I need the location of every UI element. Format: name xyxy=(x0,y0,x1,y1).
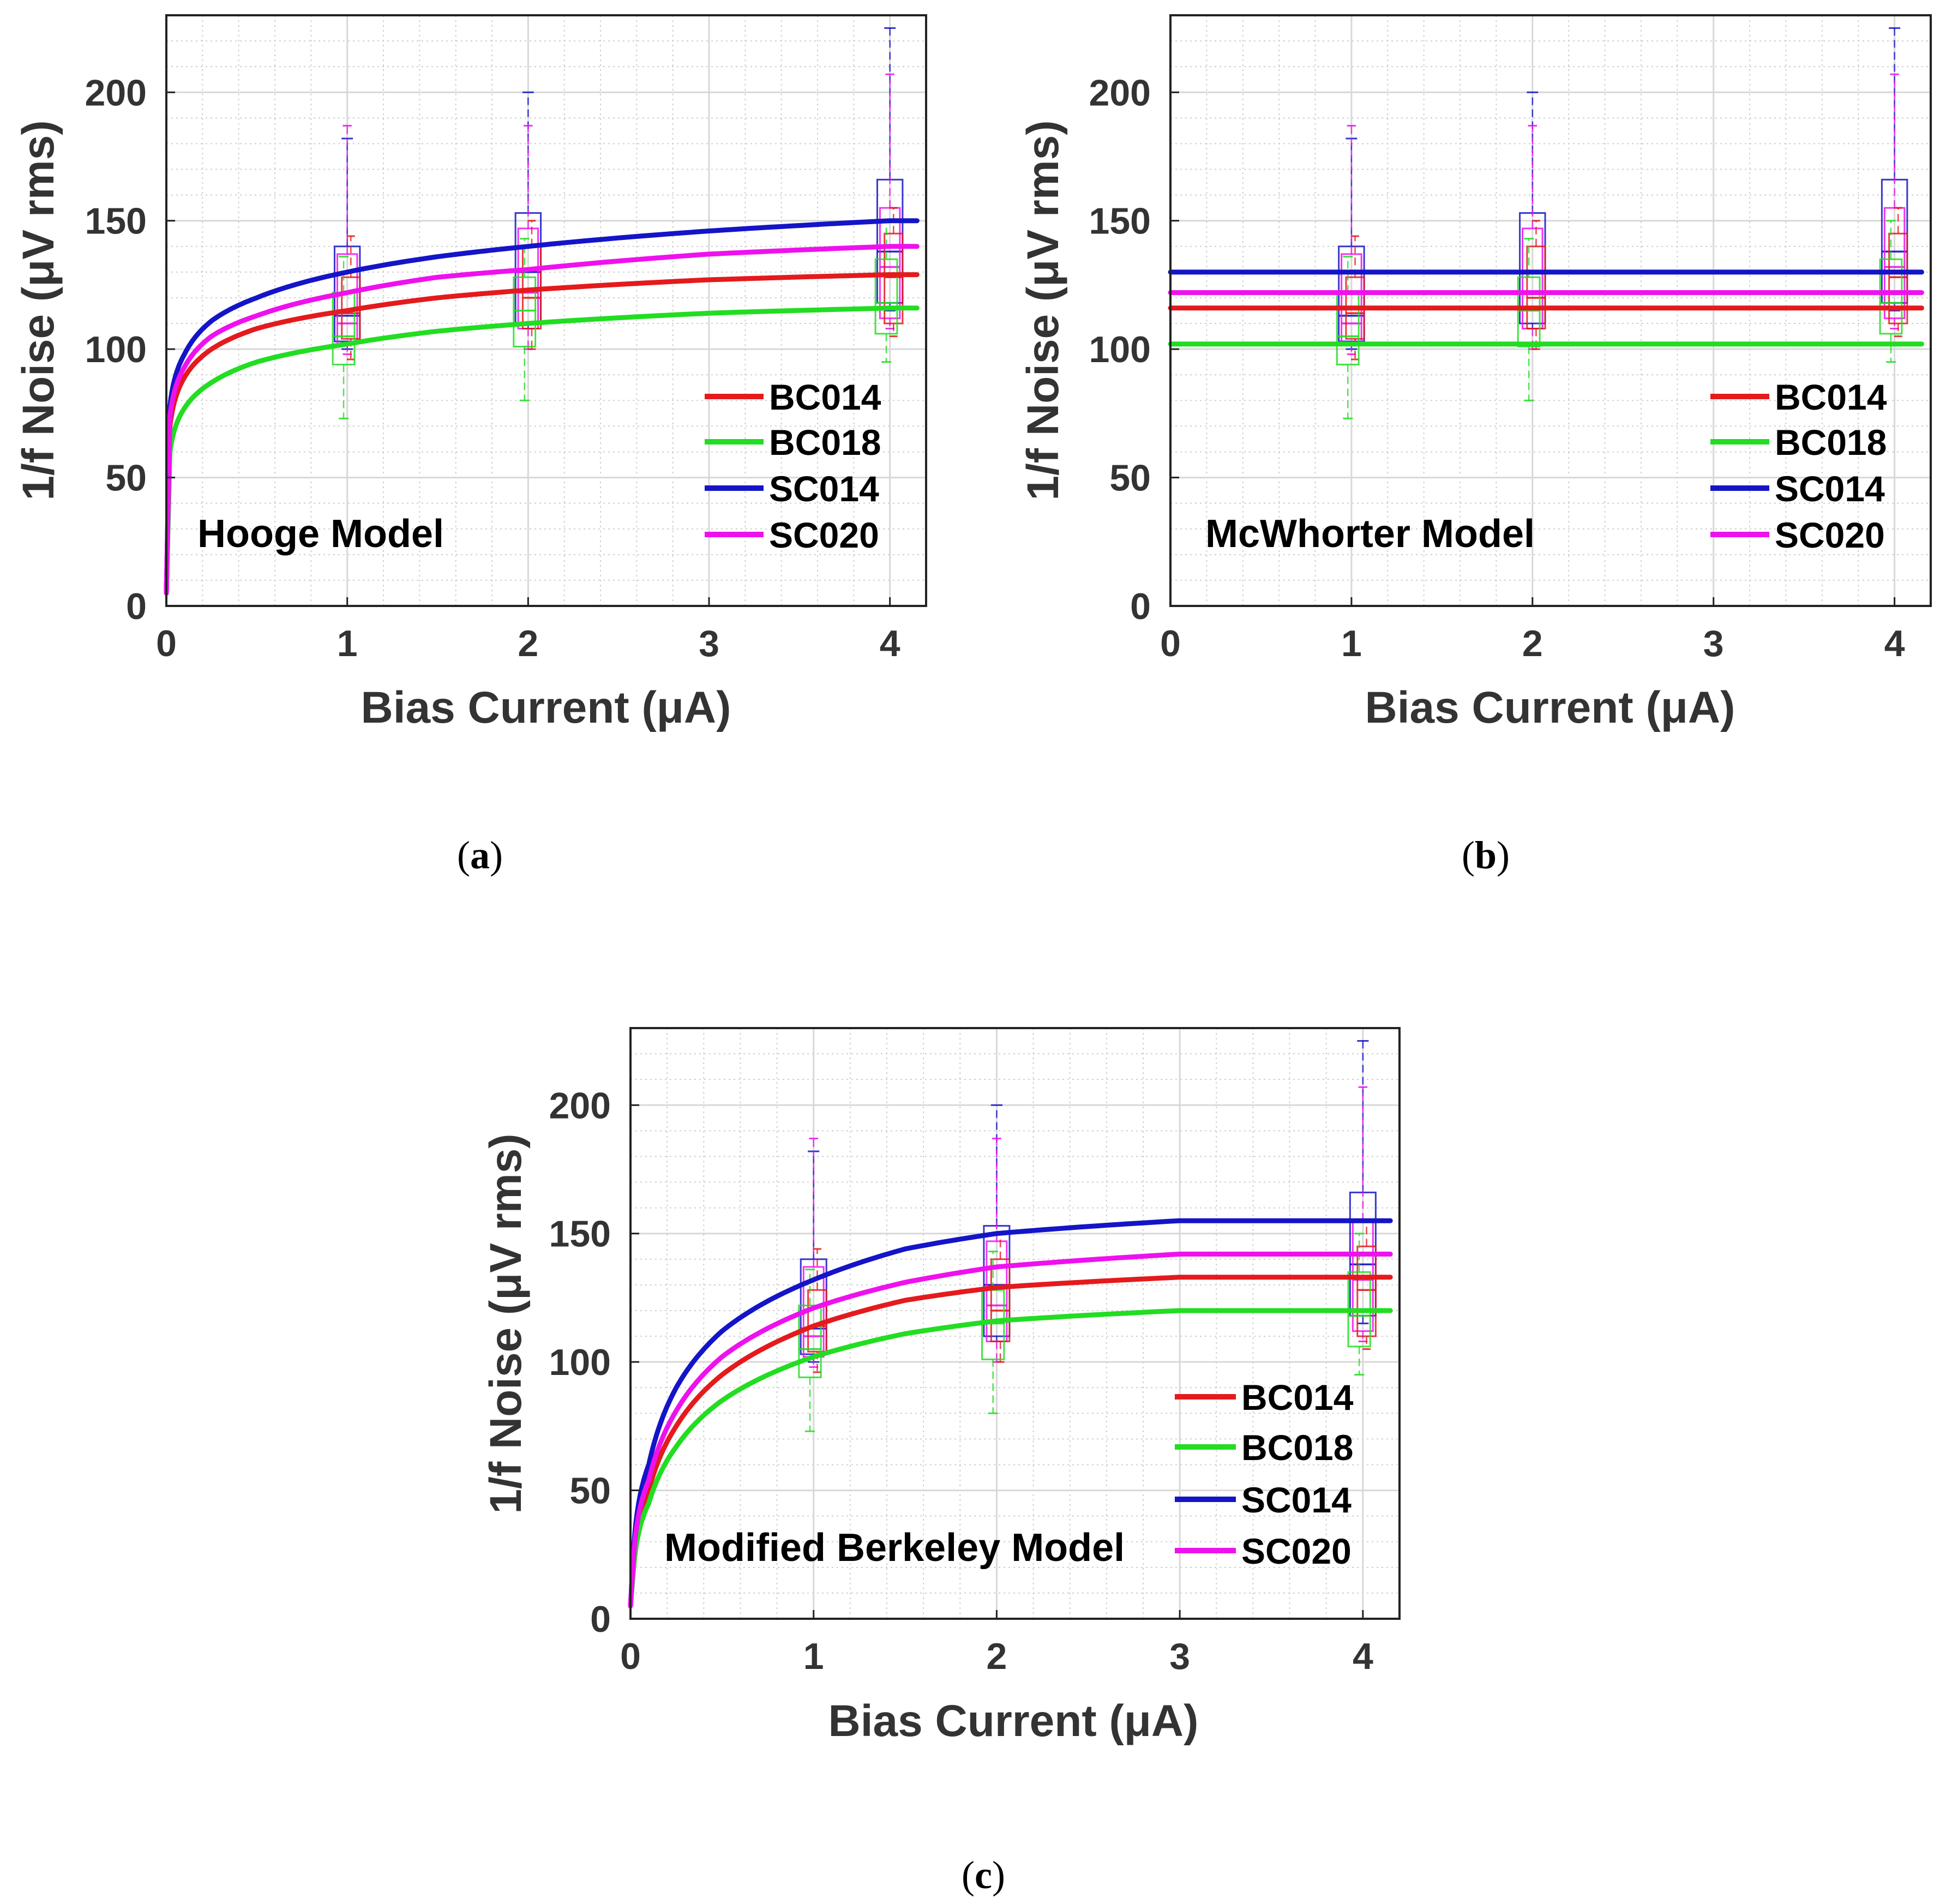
y-tick-label: 200 xyxy=(1089,72,1151,113)
x-tick-label: 2 xyxy=(987,1636,1007,1677)
y-tick-label: 0 xyxy=(126,586,147,627)
panel-caption: (b) xyxy=(1462,833,1510,877)
legend-label-bc018: BC018 xyxy=(769,422,881,463)
fit-line-sc014 xyxy=(164,218,920,596)
box-body xyxy=(1356,1245,1377,1337)
x-tick-label: 3 xyxy=(1169,1636,1190,1677)
panel-b: 0 1 2 3 4 0 50 100 150 200 Bias Current (μA) 1/f … xyxy=(1018,14,1932,877)
fit-line-bc014 xyxy=(628,1275,1393,1608)
panel-a: 0 1 2 3 4 0 50 100 150 200 Bias Current (μA) 1/f … xyxy=(14,14,927,877)
y-tick-label: 200 xyxy=(85,72,147,113)
box-body xyxy=(1526,245,1546,329)
legend-label-bc014: BC014 xyxy=(769,377,881,417)
panel-caption-open: ( xyxy=(457,833,470,877)
y-tick-label: 0 xyxy=(590,1599,611,1640)
fit-line-bc014 xyxy=(164,272,920,596)
x-tick-label: 4 xyxy=(1353,1636,1373,1677)
legend-label-sc014: SC014 xyxy=(769,469,879,509)
x-tick-label: 2 xyxy=(1522,623,1543,664)
x-tick-label: 2 xyxy=(518,623,538,664)
y-tick-label: 100 xyxy=(549,1342,611,1383)
panel-caption: (c) xyxy=(962,1853,1005,1897)
panel-caption-letter: c xyxy=(975,1853,992,1897)
panel-caption-close: ) xyxy=(490,833,503,877)
legend: BC014 BC018 SC014 SC020 xyxy=(1175,1377,1354,1571)
x-axis-label: Bias Current (μA) xyxy=(361,683,731,732)
plot-frame xyxy=(165,14,927,607)
legend: BC014 BC018 SC014 SC020 xyxy=(1710,377,1887,555)
panel-caption: (a) xyxy=(457,833,503,877)
plot-frame xyxy=(629,1027,1401,1620)
legend-label-bc014: BC014 xyxy=(1775,377,1887,417)
x-tick-label: 3 xyxy=(699,623,719,664)
y-tick-label: 150 xyxy=(1089,201,1151,242)
fit-line-bc018 xyxy=(628,1308,1393,1608)
plot-background xyxy=(630,1028,1400,1619)
model-label: Modified Berkeley Model xyxy=(664,1526,1125,1570)
x-tick-label: 1 xyxy=(803,1636,824,1677)
box-body xyxy=(990,1258,1011,1342)
fit-line-bc018 xyxy=(164,305,920,596)
y-axis-label: 1/f Noise (μV rms) xyxy=(1018,120,1068,500)
model-label: Hooge Model xyxy=(197,512,444,556)
y-tick-label: 0 xyxy=(1130,586,1151,627)
box-body xyxy=(1517,276,1541,347)
panel-caption-open: ( xyxy=(1462,833,1475,877)
box-body xyxy=(874,258,898,335)
legend-label-sc014: SC014 xyxy=(1241,1480,1352,1520)
box-body xyxy=(884,232,904,325)
model-label: McWhorter Model xyxy=(1205,512,1535,556)
panel-caption-letter: a xyxy=(470,833,490,877)
legend: BC014 BC018 SC014 SC020 xyxy=(705,377,881,555)
axis-ticks: 0 1 2 3 4 0 50 100 150 200 xyxy=(1089,72,1905,664)
fit-line-sc014 xyxy=(628,1218,1393,1608)
y-axis-label: 1/f Noise (μV rms) xyxy=(481,1133,531,1513)
x-tick-label: 1 xyxy=(1341,623,1362,664)
fit-line-sc020 xyxy=(164,244,920,596)
y-tick-label: 50 xyxy=(1109,458,1151,499)
plot-background xyxy=(1170,15,1931,606)
y-tick-label: 50 xyxy=(105,458,147,499)
y-axis-label: 1/f Noise (μV rms) xyxy=(14,120,63,500)
panel-caption-open: ( xyxy=(962,1853,975,1897)
x-tick-label: 3 xyxy=(1703,623,1724,664)
y-tick-label: 100 xyxy=(85,329,147,370)
x-tick-label: 0 xyxy=(620,1636,641,1677)
x-tick-label: 4 xyxy=(880,623,900,664)
legend-label-bc018: BC018 xyxy=(1241,1427,1353,1468)
legend-label-sc020: SC020 xyxy=(1241,1531,1352,1571)
fit-lines xyxy=(628,1218,1393,1608)
panel-caption-close: ) xyxy=(1497,833,1510,877)
panel-caption-letter: b xyxy=(1475,833,1497,877)
y-tick-label: 50 xyxy=(569,1470,611,1512)
box-body xyxy=(1879,258,1903,335)
y-tick-label: 150 xyxy=(85,201,147,242)
x-tick-label: 0 xyxy=(156,623,177,664)
panel-caption-close: ) xyxy=(992,1853,1005,1897)
x-tick-label: 4 xyxy=(1884,623,1905,664)
axis-ticks: 0 1 2 3 4 0 50 100 150 200 xyxy=(549,1085,1373,1677)
fit-lines xyxy=(164,218,920,596)
y-tick-label: 100 xyxy=(1089,329,1151,370)
box-body xyxy=(798,1305,822,1378)
panel-c: 0 1 2 3 4 0 50 100 150 200 Bias Current (μA) 1/f … xyxy=(481,1027,1401,1897)
x-tick-label: 1 xyxy=(337,623,358,664)
box-body xyxy=(513,276,537,347)
legend-label-sc020: SC020 xyxy=(1775,515,1885,555)
plot-frame xyxy=(1169,14,1932,607)
fit-line-sc020 xyxy=(628,1251,1393,1608)
legend-label-sc014: SC014 xyxy=(1775,469,1885,509)
box-body xyxy=(1888,232,1908,325)
legend-label-bc014: BC014 xyxy=(1241,1377,1354,1418)
legend-label-bc018: BC018 xyxy=(1775,422,1887,463)
x-tick-label: 0 xyxy=(1160,623,1181,664)
y-tick-label: 200 xyxy=(549,1085,611,1126)
x-axis-label: Bias Current (μA) xyxy=(1365,683,1735,732)
axis-ticks: 0 1 2 3 4 0 50 100 150 200 xyxy=(85,72,900,664)
y-tick-label: 150 xyxy=(549,1214,611,1255)
x-axis-label: Bias Current (μA) xyxy=(828,1696,1199,1746)
legend-label-sc020: SC020 xyxy=(769,515,879,555)
fit-lines xyxy=(1168,269,1924,347)
